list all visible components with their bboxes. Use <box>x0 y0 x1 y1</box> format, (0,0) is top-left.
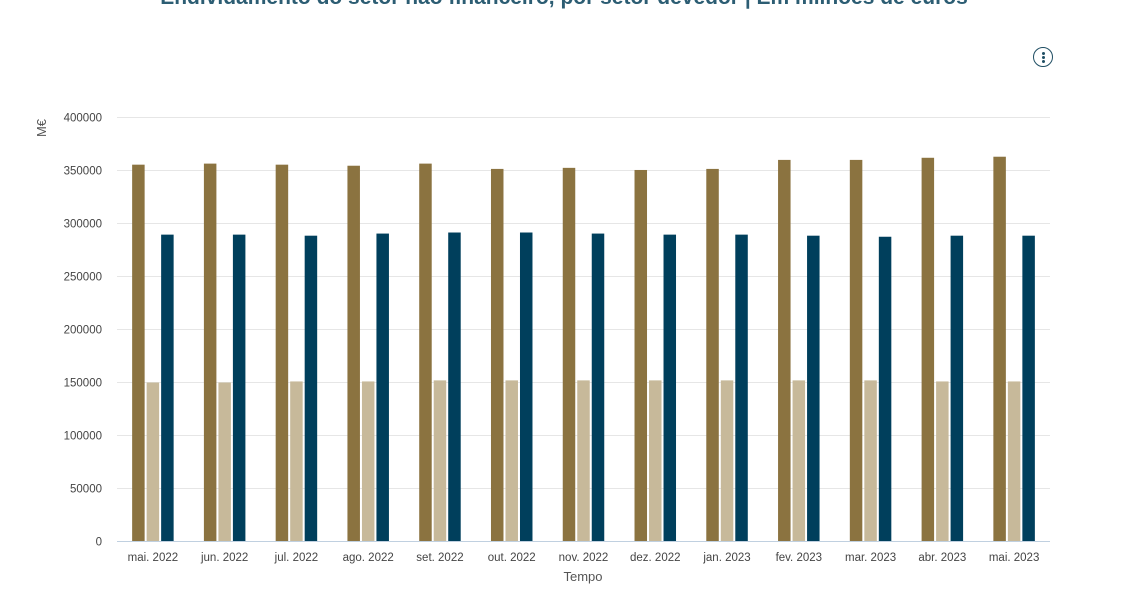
bar-series-2[interactable] <box>577 380 590 542</box>
x-tick-label: ago. 2022 <box>343 552 394 564</box>
bar-series-2[interactable] <box>649 380 662 542</box>
y-tick-label: 350000 <box>64 166 102 178</box>
x-tick-label: dez. 2022 <box>630 552 681 564</box>
x-axis-title: Tempo <box>563 569 602 584</box>
x-tick-label: mai. 2023 <box>989 552 1040 564</box>
bar-series-1[interactable] <box>778 159 791 542</box>
menu-dot <box>1041 55 1045 59</box>
bar-series-1[interactable] <box>706 168 719 542</box>
y-tick-label: 200000 <box>64 325 102 337</box>
y-tick-label: 100000 <box>64 431 102 443</box>
chart-title: Endividamento do setor não financeiro, p… <box>0 0 1128 10</box>
x-tick-label: nov. 2022 <box>559 552 609 564</box>
bar-series-3[interactable] <box>1022 235 1035 542</box>
bar-series-3[interactable] <box>519 232 533 542</box>
bar-series-1[interactable] <box>419 163 432 542</box>
bars <box>132 156 1035 542</box>
bar-series-2[interactable] <box>792 380 806 542</box>
bar-series-2[interactable] <box>218 382 231 542</box>
x-tick-label: mar. 2023 <box>845 552 896 564</box>
bar-series-2[interactable] <box>361 381 375 542</box>
x-tick-label: jan. 2023 <box>702 552 750 564</box>
bar-series-1[interactable] <box>993 156 1006 542</box>
bar-series-3[interactable] <box>878 236 892 542</box>
bar-series-1[interactable] <box>347 165 360 542</box>
bar-series-3[interactable] <box>232 234 246 542</box>
bar-series-2[interactable] <box>1007 381 1021 542</box>
bar-series-1[interactable] <box>203 163 217 542</box>
menu-dot <box>1041 60 1045 64</box>
bar-series-1[interactable] <box>634 169 648 542</box>
bar-series-3[interactable] <box>448 232 461 542</box>
bar-series-3[interactable] <box>735 234 748 542</box>
bar-series-3[interactable] <box>663 234 677 542</box>
bar-series-1[interactable] <box>275 164 289 542</box>
bar-series-2[interactable] <box>146 382 160 542</box>
bar-series-2[interactable] <box>505 380 518 542</box>
y-tick-label: 50000 <box>70 484 102 496</box>
x-tick-label: mai. 2022 <box>128 552 179 564</box>
bar-series-3[interactable] <box>304 235 318 542</box>
y-tick-label: 400000 <box>64 113 102 125</box>
menu-dot <box>1041 51 1045 55</box>
bar-series-3[interactable] <box>591 233 605 542</box>
bar-series-3[interactable] <box>161 234 174 542</box>
y-axis-ticks: 0 50000 100000 150000 200000 250000 300000 3500… <box>64 113 102 549</box>
bar-series-2[interactable] <box>864 380 877 542</box>
y-tick-label: 250000 <box>64 272 102 284</box>
vertical-dots-menu-icon[interactable] <box>1033 47 1053 67</box>
bar-series-2[interactable] <box>433 380 447 542</box>
bar-series-1[interactable] <box>849 159 863 542</box>
bar-series-1[interactable] <box>921 157 935 542</box>
x-axis-ticks: mai. 2022 jun. 2022 jul. 2022 ago. 2022 set.… <box>128 552 1040 564</box>
bar-series-2[interactable] <box>290 381 303 542</box>
bar-series-1[interactable] <box>490 168 504 542</box>
bar-series-2[interactable] <box>720 380 734 542</box>
bar-series-3[interactable] <box>950 235 964 542</box>
x-tick-label: fev. 2023 <box>776 552 822 564</box>
x-tick-label: abr. 2023 <box>918 552 966 564</box>
x-tick-label: jul. 2022 <box>274 552 318 564</box>
y-tick-label: 0 <box>96 537 102 549</box>
y-axis-title: M€ <box>34 118 49 137</box>
y-tick-label: 150000 <box>64 378 102 390</box>
y-tick-label: 300000 <box>64 219 102 231</box>
bar-series-1[interactable] <box>132 164 145 542</box>
bar-series-3[interactable] <box>807 235 820 542</box>
bar-series-3[interactable] <box>376 233 389 542</box>
x-tick-label: set. 2022 <box>416 552 463 564</box>
bar-series-2[interactable] <box>936 381 949 542</box>
x-tick-label: out. 2022 <box>488 552 536 564</box>
x-tick-label: jun. 2022 <box>200 552 248 564</box>
bar-series-1[interactable] <box>562 167 576 542</box>
